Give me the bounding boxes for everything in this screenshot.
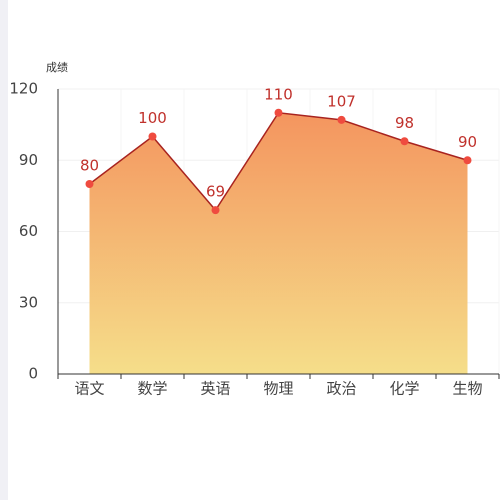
y-tick-label: 90 xyxy=(19,151,38,169)
y-tick-label: 30 xyxy=(19,293,38,311)
point xyxy=(148,132,157,141)
point xyxy=(211,206,220,215)
point xyxy=(400,137,409,146)
y-tick-label: 0 xyxy=(28,365,38,383)
data-label: 110 xyxy=(264,85,293,103)
side-strip xyxy=(0,0,8,500)
y-tick-label: 120 xyxy=(9,80,38,98)
data-label: 90 xyxy=(458,133,477,151)
point xyxy=(337,115,346,124)
x-tick-label: 物理 xyxy=(263,380,293,398)
x-tick-label: 英语 xyxy=(200,380,230,398)
x-tick-label: 语文 xyxy=(74,380,104,398)
area xyxy=(89,112,468,374)
x-tick-label: 政治 xyxy=(326,380,356,398)
data-label: 80 xyxy=(80,157,99,175)
x-tick-label: 数学 xyxy=(137,380,167,398)
point xyxy=(274,108,283,117)
point xyxy=(85,180,94,188)
data-label: 100 xyxy=(138,109,167,127)
x-tick-label: 化学 xyxy=(389,380,419,398)
y-axis-label: 成绩 xyxy=(46,61,68,74)
point xyxy=(463,156,472,165)
data-label: 107 xyxy=(327,92,356,110)
x-tick-label: 生物 xyxy=(452,380,482,398)
y-tick-label: 60 xyxy=(19,222,38,240)
data-label: 69 xyxy=(206,183,225,201)
data-label: 98 xyxy=(395,114,414,132)
